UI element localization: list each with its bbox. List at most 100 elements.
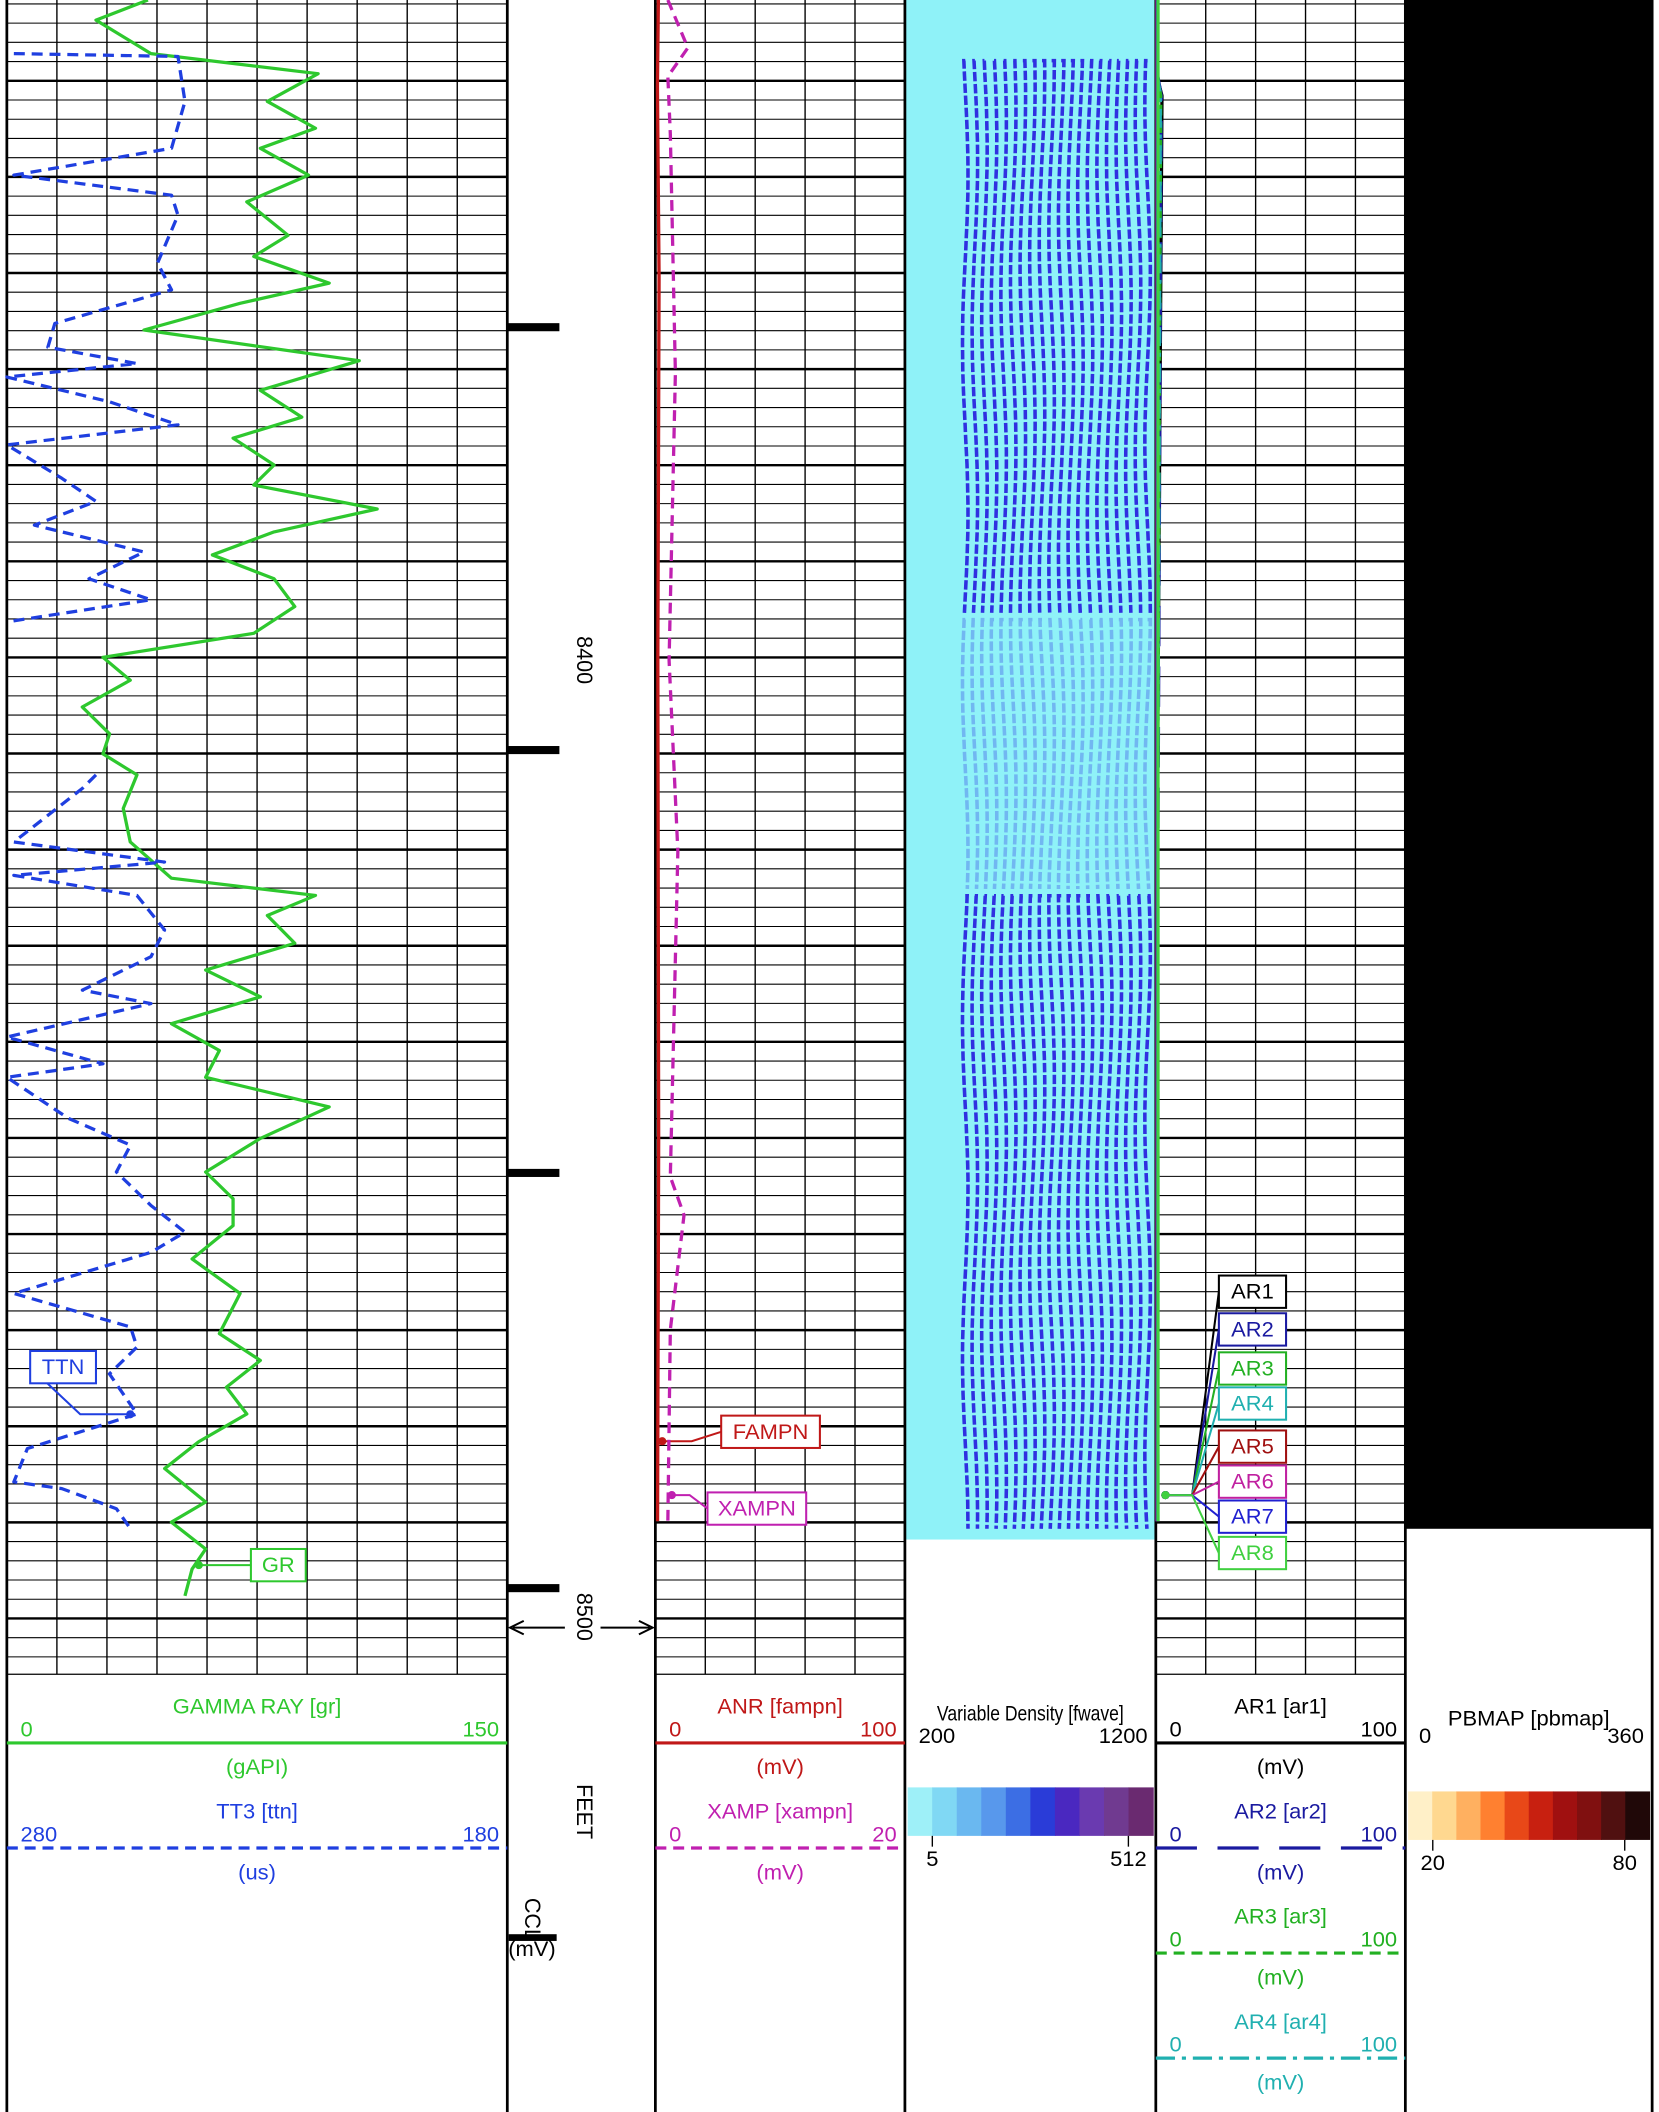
vdl-stripe [1056, 617, 1066, 889]
vdl-stripe [999, 617, 1009, 890]
vdl-stripe [1085, 617, 1095, 890]
flag-box [1217, 1464, 1288, 1499]
colorbar-cell [1577, 1791, 1602, 1840]
colorbar-label: 5 [926, 1846, 938, 1871]
flag-head [658, 1437, 667, 1446]
vdl-stripe [970, 58, 980, 613]
curve-unit: (us) [238, 1859, 276, 1884]
scale-left: 0 [1170, 1822, 1182, 1847]
track-header: Variable Density [fwave] [937, 1702, 1124, 1726]
vdl-stripe [1066, 893, 1076, 1529]
vdl-stripe [1095, 893, 1105, 1529]
vdl-stripe [1075, 893, 1085, 1529]
curve-unit: (mV) [1257, 1965, 1304, 1990]
curve-unit: (mV) [756, 1859, 803, 1884]
depth-marker [507, 746, 560, 755]
curve-header: AR2 [ar2] [1234, 1799, 1327, 1824]
scale-left: 280 [21, 1822, 58, 1847]
scale-left: 0 [1170, 2032, 1182, 2057]
colorbar-cell [907, 1787, 933, 1836]
vdl-stripe [960, 58, 970, 613]
curve [655, 0, 661, 1522]
vdl-stripe [960, 893, 970, 1529]
scale-left: 0 [1170, 1927, 1182, 1952]
curve-unit: (gAPI) [226, 1754, 288, 1779]
flag-arrow [1165, 1494, 1220, 1554]
colorbar-cell [1625, 1791, 1651, 1840]
vdl-stripe [1143, 58, 1153, 613]
vdl-stripe [1104, 893, 1114, 1529]
flag-arrow [1165, 1494, 1220, 1518]
curve-unit: (mV) [1257, 1754, 1304, 1779]
vdl-stripe [979, 617, 989, 890]
vdl-stripe [1095, 617, 1105, 890]
flag-label: AR7 [1231, 1504, 1274, 1529]
vdl-stripe [1037, 617, 1047, 890]
vdl-stripe [1066, 617, 1076, 889]
vdl-stripe [1008, 58, 1018, 613]
vdl-stripe [1027, 58, 1037, 613]
scale-right: 360 [1607, 1723, 1644, 1748]
flag-head [1161, 1491, 1170, 1500]
scale-right: 100 [1361, 1822, 1398, 1847]
vdl-stripe [970, 617, 980, 890]
vdl-stripe [1056, 893, 1066, 1529]
flag-label: AR8 [1231, 1540, 1274, 1565]
flag-box [1217, 1351, 1288, 1386]
scale-right: 100 [860, 1717, 897, 1742]
ccl-scale [508, 1934, 557, 1941]
vdl-stripe [1027, 893, 1037, 1529]
flag-box [29, 1349, 98, 1385]
depth-label: 8400 [572, 636, 597, 684]
flag-label: AR1 [1231, 1279, 1274, 1304]
depth-marker [507, 1168, 560, 1177]
vdl-stripe [1143, 617, 1153, 890]
flag-box [249, 1547, 307, 1583]
vdl-stripe [1018, 617, 1028, 890]
scale-right: 20 [872, 1822, 896, 1847]
vdl-stripe [1018, 893, 1028, 1529]
colorbar-cell [1054, 1787, 1081, 1836]
flag-label: FAMPN [733, 1419, 809, 1444]
curve-unit: (mV) [756, 1754, 803, 1779]
flag-label: AR4 [1231, 1391, 1274, 1416]
curve [80, 0, 379, 1597]
vdl-stripe [989, 58, 999, 613]
scale-left: 0 [21, 1717, 33, 1742]
vdl-stripe [1104, 58, 1114, 613]
flag-label: XAMPN [718, 1496, 796, 1521]
curve-header: ANR [fampn] [717, 1694, 843, 1719]
flag-box [1217, 1429, 1288, 1464]
vdl-stripe [989, 617, 999, 890]
vdl-stripe [1095, 58, 1105, 613]
flag-box [720, 1414, 821, 1449]
colorbar-label: 512 [1110, 1846, 1147, 1871]
colorbar-cell [1079, 1787, 1105, 1836]
flag-arrow [1165, 1403, 1220, 1497]
curve-header: AR1 [ar1] [1234, 1694, 1327, 1719]
colorbar-cell [1528, 1791, 1554, 1840]
vdl-stripe [1104, 617, 1114, 890]
vdl-stripe [1047, 58, 1057, 613]
ccl-unit: (mV) [508, 1936, 555, 1961]
scale-right: 1200 [1099, 1723, 1148, 1748]
vdl-stripe [1085, 893, 1095, 1529]
flag-box [706, 1491, 808, 1526]
vdl-stripe [1037, 58, 1047, 613]
scale-right: 150 [462, 1717, 499, 1742]
vdl-stripe [960, 617, 970, 890]
vdl-stripe [1085, 58, 1095, 613]
curve-unit: (mV) [1257, 2070, 1304, 2095]
pbmap-image [1405, 0, 1653, 1529]
flag-arrow [662, 1430, 722, 1443]
colorbar-cell [981, 1787, 1007, 1836]
flag-box [1217, 1312, 1288, 1347]
vdl-stripe [1066, 58, 1076, 613]
colorbar-cell [1552, 1791, 1578, 1840]
vdl-stripe [989, 893, 999, 1529]
flag-head [126, 1410, 135, 1419]
vdl-stripe [1047, 617, 1057, 890]
vdl-stripe [1008, 893, 1018, 1529]
flag-label: AR5 [1231, 1434, 1274, 1459]
